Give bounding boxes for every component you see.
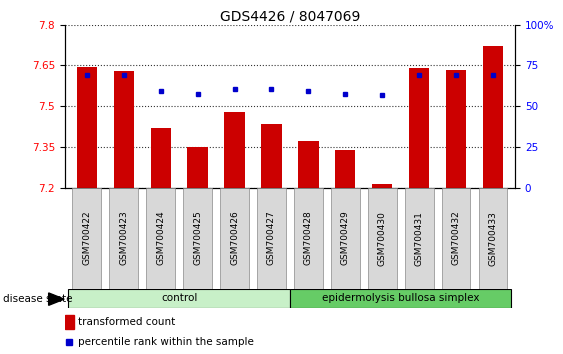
Text: GSM700433: GSM700433 [489, 211, 498, 266]
Text: GSM700430: GSM700430 [378, 211, 387, 266]
Text: GSM700426: GSM700426 [230, 211, 239, 266]
Polygon shape [48, 293, 64, 305]
Text: disease state: disease state [3, 294, 72, 304]
Text: percentile rank within the sample: percentile rank within the sample [78, 337, 254, 347]
Bar [109, 188, 138, 289]
Bar [65, 315, 74, 329]
Bar [294, 188, 323, 289]
Text: GSM700428: GSM700428 [304, 211, 313, 266]
Bar [335, 150, 355, 188]
Bar [69, 289, 290, 308]
Text: GSM700427: GSM700427 [267, 211, 276, 266]
Bar [331, 188, 360, 289]
Bar [372, 184, 392, 188]
Bar [483, 46, 503, 188]
Text: transformed count: transformed count [78, 318, 175, 327]
Bar [368, 188, 397, 289]
Text: GSM700422: GSM700422 [82, 211, 91, 266]
Bar [187, 147, 208, 188]
Bar [442, 188, 471, 289]
Bar [409, 68, 430, 188]
Bar [73, 188, 101, 289]
Text: GSM700429: GSM700429 [341, 211, 350, 266]
Text: GSM700423: GSM700423 [119, 211, 128, 266]
Bar [220, 188, 249, 289]
Bar [261, 124, 282, 188]
Bar [77, 67, 97, 188]
Bar [114, 71, 134, 188]
Text: GSM700424: GSM700424 [156, 211, 165, 266]
Text: GSM700432: GSM700432 [452, 211, 461, 266]
Bar [405, 188, 434, 289]
Bar [479, 188, 507, 289]
Text: control: control [161, 293, 198, 303]
Bar [290, 289, 511, 308]
Bar [257, 188, 286, 289]
Title: GDS4426 / 8047069: GDS4426 / 8047069 [220, 10, 360, 24]
Bar [146, 188, 175, 289]
Bar [183, 188, 212, 289]
Text: GSM700425: GSM700425 [193, 211, 202, 266]
Bar [225, 112, 245, 188]
Text: epidermolysis bullosa simplex: epidermolysis bullosa simplex [322, 293, 480, 303]
Bar [150, 128, 171, 188]
Bar [446, 70, 466, 188]
Bar [298, 142, 319, 188]
Text: GSM700431: GSM700431 [415, 211, 424, 266]
